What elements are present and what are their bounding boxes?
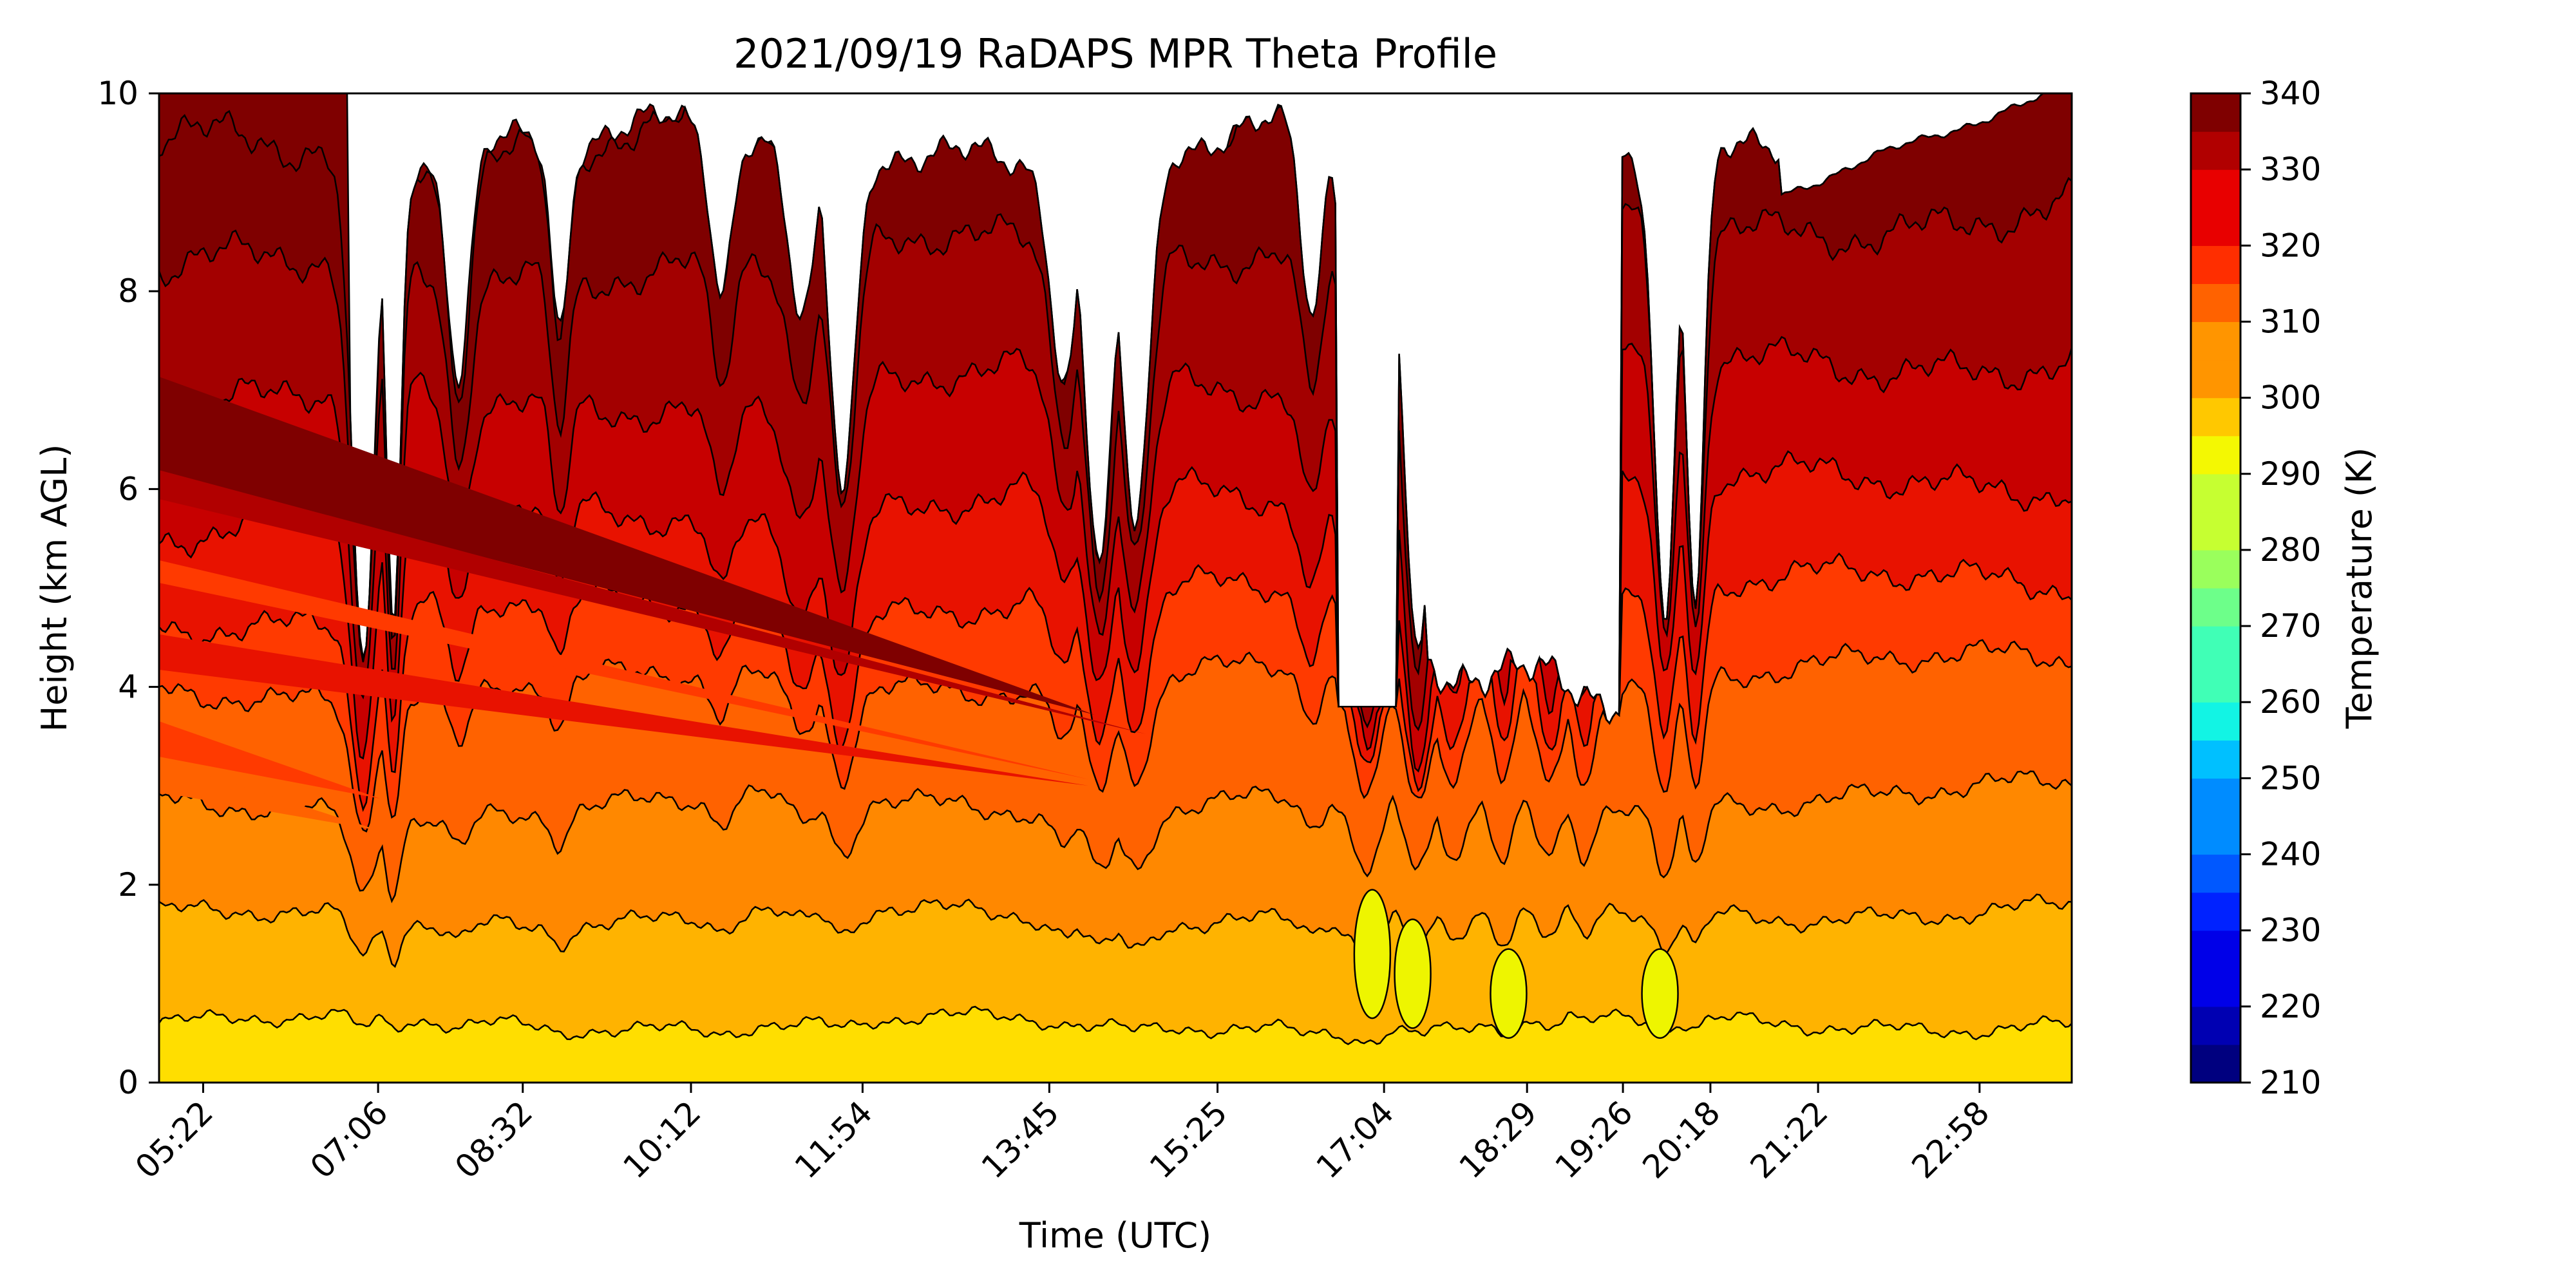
colorbar-segment [2191,968,2240,1007]
contour-line-4 [159,552,2072,812]
colorbar-segment [2191,207,2240,246]
colorbar: 210 220 230 240 250 260 270 280 290 300 310 320 330 3… [2190,75,2321,1101]
colorbar-segment [2191,854,2240,893]
colorbar-tick-label: 310 [2260,303,2321,340]
surface-plume-3 [1641,948,1679,1039]
x-tick-label: 08:32 [448,1094,540,1186]
x-tick-label: 11:54 [788,1094,880,1186]
colorbar-segment [2191,321,2240,361]
colorbar-segment [2191,473,2240,513]
artifact-streak-2 [159,560,1088,779]
colorbar-segment [2191,1006,2240,1045]
colorbar-segment [2191,930,2240,969]
colorbar-segment [2191,1044,2240,1083]
artifact-streak-1 [159,470,1146,734]
plot-frame [158,92,2073,1084]
contour-line-6 [159,336,2072,732]
colorbar-segment [2191,511,2240,551]
colorbar-segment [2191,131,2240,170]
data-ceiling-line [159,93,2072,725]
y-axis-label: Height (km AGL) [34,444,75,732]
colorbar-segment [2191,664,2240,703]
colorbar-frame [2190,92,2242,1084]
plot-area [159,93,2072,1083]
x-tick-label: 21:22 [1743,1094,1835,1186]
x-tick-label: 18:29 [1452,1094,1544,1186]
colorbar-segment [2191,435,2240,475]
colorbar-tick-label: 260 [2260,683,2321,721]
colorbar-segment [2191,169,2240,208]
contour-bands [159,93,2072,1083]
contour-line-0 [159,1005,2072,1045]
colorbar-tick-label: 210 [2260,1064,2321,1101]
colorbar-label: Temperature (K) [2339,448,2380,730]
colorbar-tick-label: 240 [2260,836,2321,873]
colorbar-segment [2191,397,2240,437]
colorbar-tick-label: 280 [2260,531,2321,569]
colorbar-segment [2191,816,2240,855]
contour-line-1 [159,893,2072,968]
colorbar-segment [2191,892,2240,931]
colorbar-segment [2191,359,2240,399]
surface-plume-2 [1490,948,1528,1039]
x-tick-label: 22:58 [1904,1094,1996,1186]
x-tick-label: 13:45 [974,1094,1066,1186]
surface-plume-0 [1353,889,1392,1019]
x-axis: 05:22 07:06 08:32 10:12 11:54 13:45 15:25 17:04… [128,1083,1996,1186]
artifact-streak-5 [159,760,380,831]
y-tick-label: 8 [118,272,138,310]
y-axis: 0 2 4 6 8 10 [97,75,159,1101]
y-tick-label: 10 [97,75,138,112]
y-tick-label: 4 [118,668,138,706]
chart-title: 2021/09/19 RaDAPS MPR Theta Profile [734,30,1497,77]
artifact-streak-4 [159,721,380,799]
colorbar-tick-label: 320 [2260,227,2321,264]
colorbar-tick-label: 340 [2260,75,2321,112]
band-8 [159,93,2072,724]
x-tick-label: 07:06 [303,1094,395,1186]
x-axis-label: Time (UTC) [1019,1215,1212,1256]
colorbar-segment [2191,245,2240,284]
y-tick-label: 2 [118,866,138,904]
x-tick-label: 10:12 [616,1094,708,1186]
x-tick-label: 15:25 [1142,1094,1235,1186]
colorbar-segment [2191,626,2240,665]
colorbar-tick-label: 220 [2260,988,2321,1025]
colorbar-tick-label: 330 [2260,151,2321,188]
contour-line-7 [159,176,2072,725]
colorbar-tick-label: 230 [2260,912,2321,949]
y-tick-label: 6 [118,470,138,507]
colorbar-tick-label: 300 [2260,379,2321,417]
colorbar-segment [2191,778,2240,817]
x-tick-label: 19:26 [1548,1094,1640,1186]
colorbar-segment [2191,283,2240,323]
colorbar-tick-label: 250 [2260,759,2321,797]
x-tick-label: 05:22 [128,1094,220,1186]
colorbar-tick-label: 290 [2260,455,2321,493]
colorbar-segment [2191,93,2240,132]
colorbar-segment [2191,740,2240,779]
colorbar-tick-label: 270 [2260,607,2321,645]
artifact-streak-0 [159,377,1095,715]
colorbar-segment [2191,588,2240,627]
x-tick-label: 20:18 [1635,1094,1727,1186]
colorbar-segment [2191,549,2240,589]
colorbar-segment [2191,702,2240,741]
artifact-streak-3 [159,634,1088,786]
contour-lines [159,93,2072,1045]
x-tick-label: 17:04 [1309,1094,1401,1186]
contour-line-2 [159,770,2072,904]
artifact-streaks [159,377,1146,831]
surface-plume-1 [1394,918,1432,1029]
y-tick-label: 0 [118,1064,138,1101]
